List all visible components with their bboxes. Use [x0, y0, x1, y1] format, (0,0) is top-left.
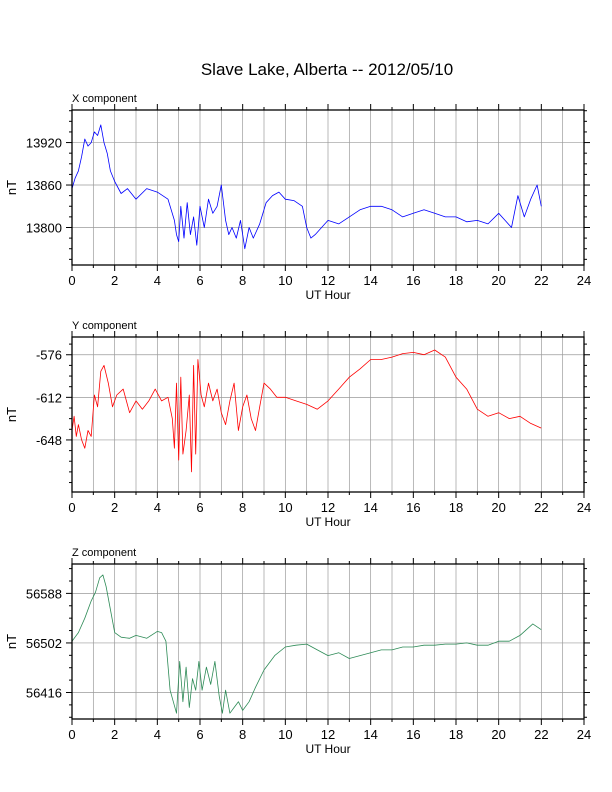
series-line	[71, 574, 542, 714]
x-axis-label: UT Hour	[305, 515, 350, 529]
x-tick-label: 2	[111, 273, 118, 288]
x-tick-label: 24	[577, 273, 591, 288]
y-tick-label: -612	[36, 390, 62, 405]
y-tick-label: -648	[36, 433, 62, 448]
x-tick-label: 8	[239, 500, 246, 515]
panel-title: X component	[72, 93, 137, 105]
x-tick-label: 20	[491, 500, 505, 515]
x-tick-label: 16	[406, 727, 420, 742]
y-tick-label: 56502	[26, 636, 62, 651]
x-tick-label: 8	[239, 727, 246, 742]
x-tick-label: 22	[534, 273, 548, 288]
x-tick-label: 14	[363, 727, 377, 742]
x-axis-label: UT Hour	[305, 742, 350, 756]
x-tick-label: 14	[363, 273, 377, 288]
x-tick-label: 20	[491, 273, 505, 288]
x-tick-label: 4	[154, 727, 161, 742]
y-axis-label: nT	[4, 407, 19, 422]
x-tick-label: 14	[363, 500, 377, 515]
x-tick-label: 4	[154, 273, 161, 288]
x-tick-label: 10	[278, 273, 292, 288]
x-tick-label: 24	[577, 727, 591, 742]
y-axis-label: nT	[4, 634, 19, 649]
series-line	[71, 124, 542, 250]
y-tick-label: 56588	[26, 586, 62, 601]
x-tick-label: 2	[111, 500, 118, 515]
x-tick-label: 18	[449, 273, 463, 288]
x-tick-label: 18	[449, 500, 463, 515]
x-tick-label: 20	[491, 727, 505, 742]
x-tick-label: 22	[534, 500, 548, 515]
x-tick-label: 12	[321, 273, 335, 288]
x-tick-label: 18	[449, 727, 463, 742]
panel-title: Y component	[72, 320, 137, 332]
y-tick-label: 56416	[26, 685, 62, 700]
x-tick-label: 4	[154, 500, 161, 515]
x-tick-label: 2	[111, 727, 118, 742]
y-tick-label: 13920	[26, 136, 62, 151]
series-line	[71, 349, 542, 473]
x-tick-label: 10	[278, 500, 292, 515]
panel-title: Z component	[72, 547, 136, 559]
x-tick-label: 10	[278, 727, 292, 742]
y-tick-label: -576	[36, 348, 62, 363]
y-tick-label: 13860	[26, 178, 62, 193]
x-tick-label: 0	[68, 500, 75, 515]
x-tick-label: 16	[406, 273, 420, 288]
x-tick-label: 8	[239, 273, 246, 288]
x-tick-label: 6	[196, 727, 203, 742]
y-axis-label: nT	[4, 180, 19, 195]
x-tick-label: 6	[196, 500, 203, 515]
y-tick-label: 13800	[26, 220, 62, 235]
x-axis-label: UT Hour	[305, 288, 350, 302]
x-tick-label: 6	[196, 273, 203, 288]
x-tick-label: 22	[534, 727, 548, 742]
x-tick-label: 16	[406, 500, 420, 515]
x-tick-label: 0	[68, 727, 75, 742]
x-tick-label: 12	[321, 727, 335, 742]
chart-title: Slave Lake, Alberta -- 2012/05/10	[201, 60, 453, 79]
x-tick-label: 0	[68, 273, 75, 288]
x-tick-label: 24	[577, 500, 591, 515]
x-tick-label: 12	[321, 500, 335, 515]
